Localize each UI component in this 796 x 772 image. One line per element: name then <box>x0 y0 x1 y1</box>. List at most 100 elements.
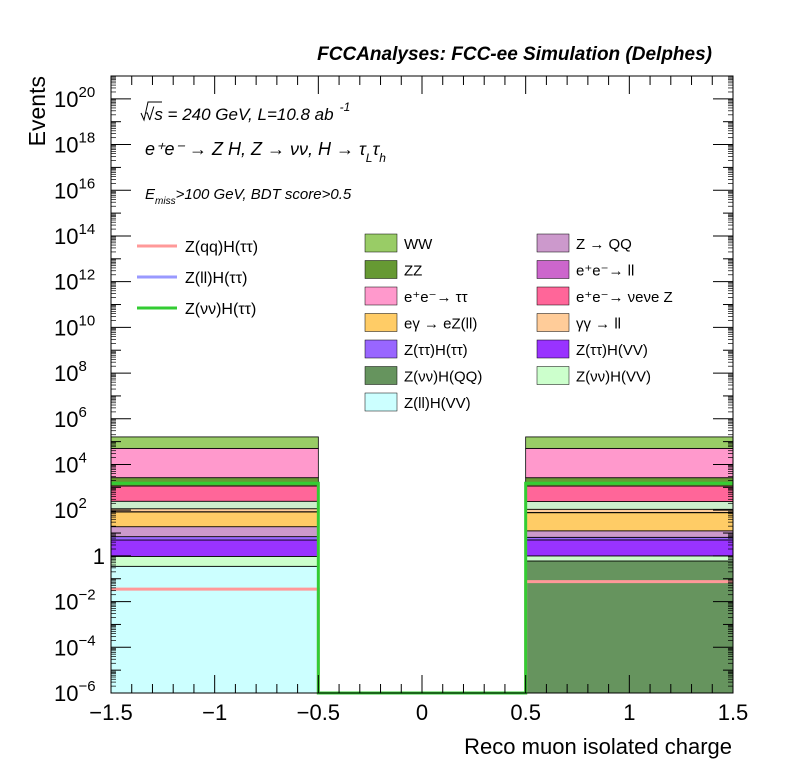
y-tick-exponent: −2 <box>78 587 95 604</box>
bar-e-e-bin-2 <box>525 447 734 479</box>
sqrt-s-text: √s = 240 GeV, L=10.8 ab <box>145 105 334 124</box>
legend-label-ww: WW <box>404 236 433 253</box>
bar-e-ez-ll-bin-2 <box>525 512 734 532</box>
legend-label-z-h-vv: Z(νν)H(VV) <box>576 369 651 386</box>
legend-label-z-qq: Z → QQ <box>576 236 632 253</box>
y-tick-exponent: 20 <box>78 84 95 101</box>
process-tau: τ <box>372 139 380 159</box>
legend-swatch-e-e-e-e-z <box>536 286 570 306</box>
y-tick-label: 108 <box>54 358 87 386</box>
legend-label-z-h: Z(νν)H(ττ) <box>185 301 256 318</box>
legend-label-z-h-vv: Z(ττ)H(VV) <box>576 342 648 359</box>
y-tick-base: 10 <box>54 590 78 615</box>
legend-swatch-e-ez-ll <box>364 313 398 332</box>
legend-label-z-ll-h-vv: Z(ll)H(VV) <box>404 395 471 412</box>
bar-ll-bin-0 <box>110 508 319 513</box>
y-tick-label: 1016 <box>54 175 95 203</box>
bar-ww-bin-0 <box>110 436 319 449</box>
bar-z-qq-bin-0 <box>110 526 319 538</box>
process-sub-h: h <box>379 151 386 165</box>
legend-label-z-ll-h: Z(ll)H(ττ) <box>185 270 247 287</box>
legend-label-e-ez-ll: eγ → eZ(ll) <box>404 316 477 333</box>
y-tick-base: 10 <box>54 498 78 523</box>
x-tick-label: 1.5 <box>718 700 749 725</box>
legend-swatch-ll <box>536 313 570 332</box>
annotation-cut: Emiss>100 GeV, BDT score>0.5 <box>145 186 352 207</box>
legend-swatch-z-ll-h-vv <box>364 392 398 412</box>
y-tick-exponent: −4 <box>78 632 95 649</box>
y-axis: 10−610−410−21102104106108101010121014101… <box>54 75 733 706</box>
legend-label-z-qq-h: Z(qq)H(ττ) <box>185 239 258 256</box>
bar-z-h-vv-bin-2 <box>525 555 734 562</box>
svg-text:Emiss>100 GeV, BDT score>0.5: Emiss>100 GeV, BDT score>0.5 <box>145 186 352 207</box>
y-tick-label: 10−2 <box>54 587 96 615</box>
bar-e-ez-ll-bin-0 <box>110 511 319 528</box>
svg-text:√s = 240 GeV, L=10.8 ab-1: √s = 240 GeV, L=10.8 ab -1 <box>145 100 350 124</box>
y-tick-exponent: 2 <box>78 495 86 512</box>
bar-e-e-e-e-z-bin-0 <box>110 485 319 502</box>
legend-label-ll: γγ → ll <box>576 316 621 333</box>
stacked-bars <box>110 436 734 694</box>
legend-swatch-e-e <box>364 286 398 306</box>
y-tick-label: 1014 <box>54 221 95 249</box>
bar-z-h-vv-bin-0 <box>110 539 319 557</box>
process-text: e⁺e⁻ → Z H, Z → νν, H → τ <box>145 139 367 159</box>
legend-swatch-z-h <box>364 339 398 359</box>
y-axis-label: Events <box>24 76 50 146</box>
legend-label-zz: ZZ <box>404 263 422 280</box>
annotation-sqrt-s: √s = 240 GeV, L=10.8 ab -1 <box>140 100 350 124</box>
legend-swatch-ww <box>364 233 398 253</box>
y-tick-label: 1018 <box>54 130 95 158</box>
legend-swatch-z-qq <box>536 233 570 253</box>
bar-e-e-bin-0 <box>110 447 319 479</box>
sqrt-s-sup: -1 <box>340 100 351 114</box>
annotation-process: e⁺e⁻ → Z H, Z → νν, H → τLτh <box>145 139 386 165</box>
svg-text:e⁺e⁻ → Z H, Z → νν, H → τLτh: e⁺e⁻ → Z H, Z → νν, H → τLτh <box>145 139 386 165</box>
x-axis: −1.5 −1 −0.5 0 0.5 1 1.5 <box>89 76 748 725</box>
y-tick-base: 10 <box>54 635 78 660</box>
chart-title: FCCAnalyses: FCC-ee Simulation (Delphes) <box>317 44 712 65</box>
y-tick-base: 10 <box>54 452 78 477</box>
y-tick-base: 10 <box>54 681 78 706</box>
y-tick-base: 10 <box>54 87 78 112</box>
x-tick-label: −1.5 <box>89 700 132 725</box>
y-tick-base: 10 <box>54 224 78 249</box>
x-tick-label: 0 <box>416 700 428 725</box>
bar-e-e-e-e-z-bin-2 <box>525 485 734 502</box>
y-tick-exponent: 12 <box>78 267 95 284</box>
legend-swatch-z-h-vv <box>536 339 570 359</box>
y-tick-base: 10 <box>54 407 78 432</box>
y-tick-label: 1 <box>93 544 105 569</box>
legend-swatch-zz <box>364 260 398 279</box>
y-tick-base: 10 <box>54 270 78 295</box>
y-tick-label: 10−6 <box>54 678 96 706</box>
cut-sub: miss <box>155 196 176 207</box>
legend-label-z-h-qq: Z(νν)H(QQ) <box>404 369 482 386</box>
y-tick-label: 1010 <box>54 312 95 340</box>
x-tick-label: −1 <box>202 700 227 725</box>
bar-z-h-bin-0 <box>110 536 319 541</box>
y-tick-base: 10 <box>54 315 78 340</box>
y-tick-exponent: 6 <box>78 404 86 421</box>
y-tick-label: 104 <box>54 449 87 477</box>
legend-swatch-z-h-vv <box>536 366 570 385</box>
y-tick-label: 10−4 <box>54 632 96 660</box>
y-tick-base: 10 <box>54 178 78 203</box>
bar-ww-bin-2 <box>525 436 734 449</box>
y-tick-label: 106 <box>54 404 87 432</box>
legend-label-e-e: e⁺e⁻→ ττ <box>404 289 468 306</box>
bar-z-h-stacked-bin-2 <box>525 501 734 510</box>
cut-e: E <box>145 186 156 203</box>
y-tick-exponent: 14 <box>78 221 95 238</box>
x-tick-label: 0.5 <box>510 700 541 725</box>
y-tick-exponent: 4 <box>78 449 86 466</box>
legend-swatch-z-h-qq <box>364 366 398 385</box>
cut-rest: >100 GeV, BDT score>0.5 <box>176 186 352 203</box>
y-tick-label: 1020 <box>54 84 95 112</box>
x-tick-label: −0.5 <box>297 700 340 725</box>
bar-z-h-vv-bin-0 <box>110 555 319 567</box>
bar-z-h-vv-bin-2 <box>525 539 734 557</box>
bar-z-qq-bin-2 <box>525 530 734 538</box>
x-axis-label: Reco muon isolated charge <box>464 734 732 759</box>
